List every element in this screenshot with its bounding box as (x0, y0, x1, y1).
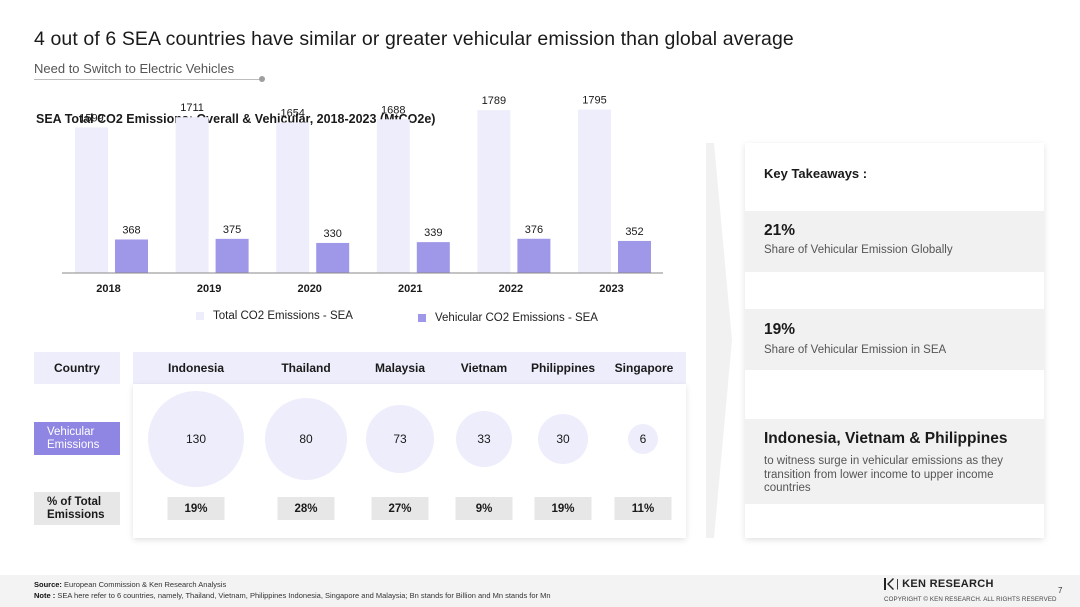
country-thailand: Thailand (281, 361, 331, 375)
bar-chart: 1599 368 2018 1711 375 2019 1654 330 2020 1688 339… (62, 95, 663, 295)
data-label-total-2019: 1711 (180, 102, 204, 114)
takeaways-title: Key Takeaways : (764, 166, 868, 181)
bar-vehicular-2018 (115, 239, 148, 273)
bar-total-2023 (578, 109, 611, 274)
ken-logo-icon (884, 578, 894, 590)
data-label-vehicular-2021: 339 (424, 227, 442, 239)
bubble-thailand: 80 (265, 398, 347, 480)
data-label-total-2022: 1789 (482, 95, 506, 107)
brand-separator: | (896, 578, 900, 590)
bar-vehicular-2022 (517, 238, 551, 273)
share-singapore: 11% (614, 497, 672, 520)
bar-vehicular-2023 (618, 240, 651, 273)
share-of-total-label: % of Total Emissions (34, 492, 120, 525)
data-label-total-2023: 1795 (582, 95, 606, 107)
page-subtitle: Need to Switch to Electric Vehicles (34, 61, 235, 76)
country-header: Country (34, 352, 120, 384)
legend-total: Total CO2 Emissions - SEA (196, 310, 353, 322)
source-text: European Commission & Ken Research Analy… (64, 580, 227, 589)
country-singapore: Singapore (614, 361, 674, 375)
legend-vehicular-label: Vehicular CO2 Emissions - SEA (435, 312, 598, 324)
x-tick-label-2022: 2022 (499, 283, 523, 295)
bar-vehicular-2019 (215, 238, 249, 273)
data-label-vehicular-2018: 368 (122, 224, 140, 236)
page-title: 4 out of 6 SEA countries have similar or… (34, 28, 794, 50)
brand-logo: | KEN RESEARCH (884, 578, 994, 590)
bar-total-2022 (477, 110, 511, 273)
bar-vehicular-2020 (316, 242, 350, 273)
bar-total-2020 (276, 122, 310, 273)
bar-total-2019 (175, 117, 209, 273)
takeaway-3-text: to witness surge in vehicular emissions … (764, 455, 1004, 494)
vehicular-emissions-label: Vehicular Emissions (34, 422, 120, 455)
share-vietnam: 9% (455, 497, 513, 520)
footer-bar (0, 575, 1080, 607)
source-label: Source: (34, 580, 62, 589)
takeaway-1-text: Share of Vehicular Emission Globally (764, 244, 953, 256)
bubble-singapore: 6 (628, 424, 658, 454)
country-philippines: Philippines (530, 361, 596, 375)
data-label-total-2021: 1688 (381, 104, 405, 116)
note-text: SEA here refer to 6 countries, namely, T… (57, 591, 551, 600)
data-label-vehicular-2022: 376 (525, 224, 543, 236)
share-philippines: 19% (534, 497, 592, 520)
bar-total-2018 (75, 127, 108, 273)
takeaway-band-2 (745, 309, 1044, 370)
legend-vehicular: Vehicular CO2 Emissions - SEA (418, 312, 598, 324)
takeaway-band-3 (745, 419, 1044, 504)
x-tick-label-2018: 2018 (96, 283, 120, 295)
bar-total-2021 (376, 119, 410, 273)
bubble-indonesia: 130 (148, 391, 244, 487)
share-thailand: 28% (277, 497, 335, 520)
takeaway-band-1 (745, 211, 1044, 272)
data-label-vehicular-2020: 330 (324, 228, 342, 240)
takeaway-3-value: Indonesia, Vietnam & Philippines (764, 430, 1008, 447)
legend-total-label: Total CO2 Emissions - SEA (213, 310, 353, 322)
takeaway-2-text: Share of Vehicular Emission in SEA (764, 344, 947, 356)
data-label-total-2020: 1654 (280, 107, 304, 119)
takeaway-2-value: 19% (764, 321, 796, 338)
chart-title: SEA Total CO2 Emissions: Overall & Vehic… (36, 112, 436, 126)
share-malaysia: 27% (371, 497, 429, 520)
source-note: Source: European Commission & Ken Resear… (34, 580, 226, 589)
chevron-arrow-icon (706, 143, 732, 538)
brand-name: KEN RESEARCH (902, 578, 994, 590)
copyright-text: COPYRIGHT © KEN RESEARCH. ALL RIGHTS RES… (884, 596, 1057, 603)
bubble-vietnam: 33 (456, 411, 512, 467)
data-label-vehicular-2019: 375 (223, 224, 241, 236)
country-header-band (133, 352, 686, 384)
bubble-philippines: 30 (538, 414, 588, 464)
x-tick-label-2019: 2019 (197, 283, 221, 295)
legend-vehicular-swatch (418, 314, 426, 322)
x-tick-label-2021: 2021 (398, 283, 422, 295)
share-indonesia: 19% (167, 497, 225, 520)
takeaway-1-value: 21% (764, 222, 796, 239)
country-indonesia: Indonesia (167, 361, 225, 375)
x-tick-label-2020: 2020 (297, 283, 321, 295)
data-label-vehicular-2023: 352 (625, 226, 643, 238)
subtitle-divider (34, 79, 262, 80)
bubble-malaysia: 73 (366, 405, 434, 473)
bar-vehicular-2021 (416, 242, 450, 273)
x-tick-label-2023: 2023 (599, 283, 623, 295)
subtitle-divider-dot (259, 76, 265, 82)
page-number: 7 (1058, 586, 1063, 595)
data-label-total-2018: 1599 (79, 112, 103, 124)
legend-total-swatch (196, 312, 204, 320)
country-vietnam: Vietnam (460, 361, 508, 375)
note-line: Note : SEA here refer to 6 countries, na… (34, 591, 551, 600)
note-label: Note : (34, 591, 56, 600)
country-malaysia: Malaysia (374, 361, 426, 375)
